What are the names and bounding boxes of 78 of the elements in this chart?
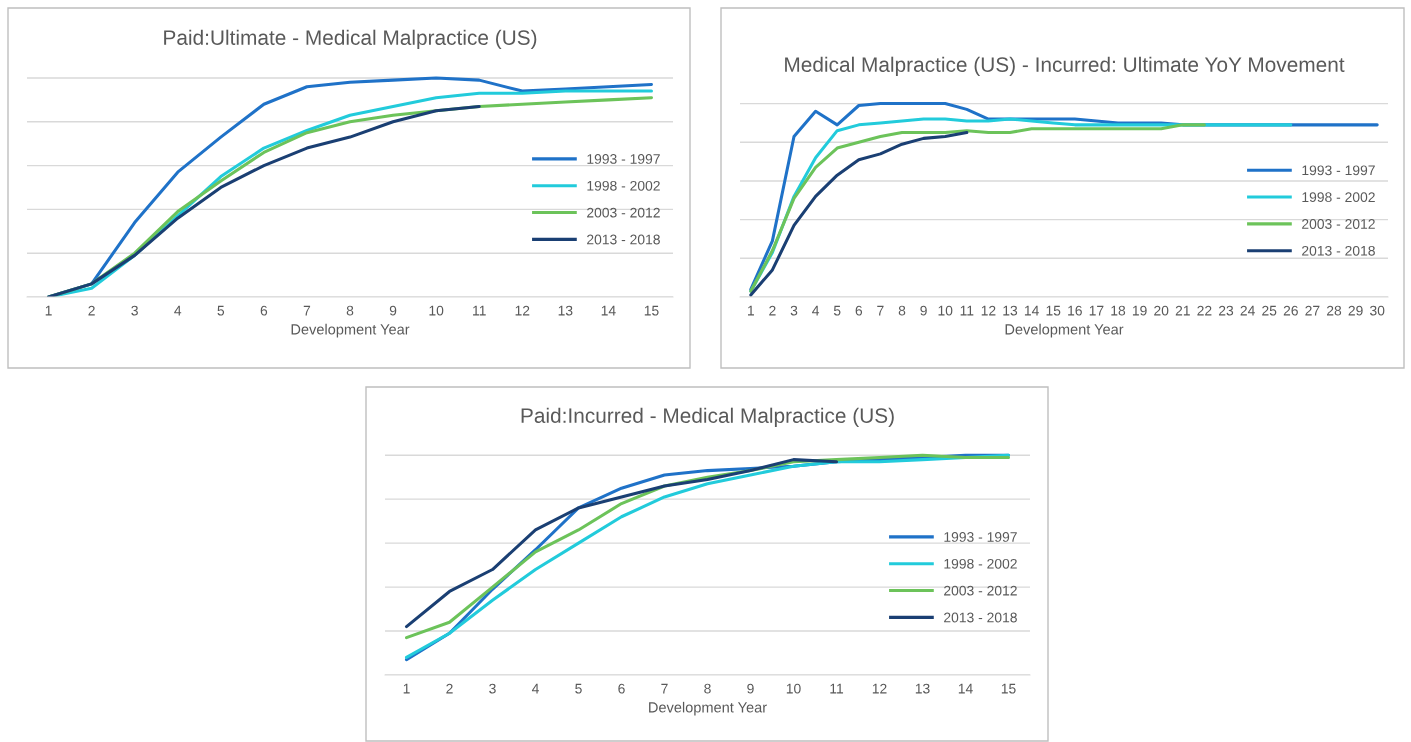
legend-label: 1998 - 2002: [587, 180, 660, 191]
x-tick-label: 3: [131, 305, 138, 316]
x-tick-label: 7: [877, 305, 884, 316]
x-tick-label: 20: [1154, 305, 1169, 316]
x-tick-label: 2: [769, 305, 776, 316]
x-tick-label: 23: [1218, 305, 1234, 316]
x-tick-label: 14: [1024, 305, 1039, 316]
x-tick-label: 4: [812, 305, 820, 316]
x-tick-label: 12: [515, 305, 530, 316]
x-tick-label: 29: [1348, 305, 1363, 316]
chart-title: Medical Malpractice (US) - Incurred: Ultimate YoY Movement: [785, 56, 1345, 77]
x-tick-label: 8: [898, 305, 906, 316]
legend-label: 1993 - 1997: [1302, 165, 1375, 176]
x-tick-label: 6: [618, 683, 625, 694]
x-tick-label: 9: [747, 683, 754, 694]
x-tick-label: 14: [601, 305, 616, 316]
x-tick-label: 6: [260, 305, 268, 316]
x-tick-label: 12: [981, 305, 996, 316]
x-tick-label: 10: [429, 305, 444, 316]
x-tick-label: 9: [920, 305, 927, 316]
legend-label: 1998 - 2002: [1302, 192, 1375, 203]
legend-label: 2013 - 2018: [944, 612, 1017, 623]
x-tick-label: 3: [790, 305, 798, 316]
x-tick-label: 6: [855, 305, 863, 316]
x-tick-label: 27: [1305, 305, 1320, 316]
x-tick-label: 26: [1283, 305, 1298, 316]
legend-label: 2003 - 2012: [1302, 219, 1375, 229]
x-tick-label: 14: [958, 683, 973, 694]
x-axis-title: Development Year: [1005, 323, 1124, 338]
x-tick-label: 1: [748, 305, 754, 316]
legend-label: 2013 - 2018: [587, 234, 660, 245]
x-tick-label: 10: [786, 683, 801, 694]
legend-label: 2003 - 2012: [587, 207, 660, 218]
x-tick-label: 15: [644, 305, 659, 316]
legend-label: 2003 - 2012: [944, 585, 1017, 596]
x-tick-label: 13: [558, 305, 573, 316]
x-tick-label: 24: [1240, 305, 1255, 316]
x-tick-label: 19: [1132, 305, 1147, 316]
x-tick-label: 8: [704, 683, 711, 694]
x-tick-label: 25: [1262, 305, 1277, 316]
x-tick-label: 30: [1370, 305, 1385, 316]
x-tick-label: 13: [1003, 305, 1018, 316]
x-tick-label: 15: [1001, 683, 1016, 694]
x-tick-label: 3: [489, 683, 496, 694]
x-tick-label: 7: [661, 683, 668, 694]
x-tick-label: 2: [446, 683, 453, 694]
legend-label: 2013 - 2018: [1302, 245, 1375, 256]
legend-label: 1993 - 1997: [944, 532, 1017, 542]
x-tick-label: 7: [303, 305, 311, 316]
x-tick-label: 28: [1326, 305, 1342, 316]
x-tick-label: 22: [1197, 305, 1212, 316]
x-tick-label: 10: [938, 305, 953, 316]
chart-title: Paid:Ultimate - Medical Malpractice (US): [164, 29, 537, 50]
x-tick-label: 18: [1111, 305, 1126, 316]
x-tick-label: 21: [1175, 305, 1190, 316]
x-tick-label: 11: [473, 305, 486, 316]
x-tick-label: 11: [830, 683, 844, 694]
x-tick-label: 5: [217, 305, 225, 316]
x-tick-label: 9: [389, 305, 397, 316]
x-tick-label: 1: [403, 683, 410, 694]
chart-title: Paid:Incurred - Medical Malpractice (US): [521, 407, 894, 428]
x-tick-label: 13: [915, 683, 930, 694]
x-tick-label: 1: [45, 305, 52, 316]
x-tick-label: 11: [960, 305, 974, 316]
x-axis-title: Development Year: [291, 323, 410, 338]
x-tick-label: 4: [531, 683, 539, 694]
legend-label: 1993 - 1997: [587, 154, 660, 164]
x-tick-label: 15: [1046, 305, 1061, 316]
x-axis-title: Development Year: [649, 701, 767, 716]
x-tick-label: 17: [1089, 305, 1104, 316]
x-tick-label: 16: [1068, 305, 1082, 316]
x-tick-label: 5: [575, 683, 582, 694]
legend-label: 1998 - 2002: [944, 558, 1017, 569]
x-tick-label: 4: [174, 305, 182, 316]
x-tick-label: 8: [346, 305, 354, 316]
x-tick-label: 2: [88, 305, 95, 316]
x-tick-label: 5: [833, 305, 841, 316]
x-tick-label: 12: [872, 683, 887, 694]
